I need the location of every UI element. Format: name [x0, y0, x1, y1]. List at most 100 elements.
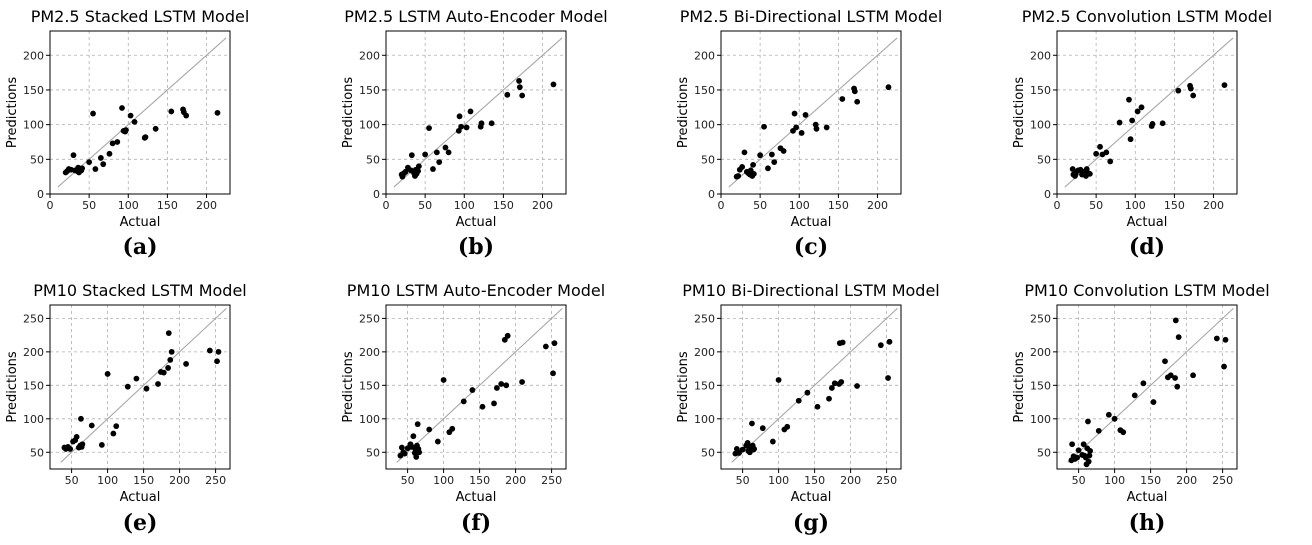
data-point [165, 365, 171, 371]
chart-title: PM2.5 Convolution LSTM Model [1022, 7, 1272, 26]
y-tick-label: 50 [1037, 446, 1051, 459]
data-point [828, 385, 835, 391]
x-axis-label: Actual [120, 490, 161, 505]
data-point [1131, 392, 1138, 399]
plot-frame [385, 304, 567, 470]
data-point [445, 149, 452, 156]
identity-line [396, 307, 563, 463]
data-point [131, 118, 138, 125]
data-point [519, 379, 525, 385]
panel-label: (e) [123, 510, 158, 536]
data-point [877, 342, 884, 349]
scatter-points [1069, 82, 1228, 179]
data-point [823, 124, 830, 131]
data-point [206, 347, 213, 354]
data-point [1172, 317, 1179, 324]
x-tick-label: 150 [804, 474, 825, 487]
data-point [1086, 170, 1093, 177]
data-point [1069, 441, 1076, 448]
data-point [1127, 136, 1134, 143]
scatter-points [397, 332, 558, 460]
y-tick-label: 50 [1037, 153, 1051, 166]
data-point [550, 370, 556, 377]
data-point [90, 110, 96, 117]
y-tick-label: 0 [373, 188, 380, 201]
identity-line [1064, 37, 1234, 188]
data-point [750, 161, 756, 168]
data-point [1120, 429, 1127, 436]
data-point [109, 140, 116, 147]
y-axis-label: Predictions [341, 77, 356, 149]
data-point [791, 110, 798, 117]
y-tick-label: 200 [694, 346, 715, 359]
data-point [885, 84, 892, 91]
x-tick-label: 200 [532, 199, 553, 212]
data-point [78, 415, 84, 422]
y-tick-label: 50 [701, 446, 715, 459]
data-point [1097, 143, 1103, 150]
data-point [839, 96, 846, 102]
identity-line [57, 37, 227, 188]
data-point [741, 149, 748, 156]
data-point [215, 348, 222, 355]
x-axis-label: Actual [791, 215, 832, 230]
data-point [114, 139, 121, 145]
data-point [854, 383, 860, 389]
data-point [516, 84, 523, 91]
x-axis-label: Actual [456, 215, 497, 230]
grid-lines [721, 305, 901, 469]
x-tick-label: 100 [97, 474, 118, 487]
y-tick-label: 0 [1044, 188, 1051, 201]
x-tick-label: 0 [718, 199, 725, 212]
chart-title: PM2.5 Stacked LSTM Model [31, 7, 250, 26]
chart-title: PM10 Bi-Directional LSTM Model [682, 281, 939, 300]
data-point [795, 397, 802, 404]
data-point [1111, 415, 1118, 422]
data-point [124, 383, 131, 390]
y-tick-label: 100 [694, 413, 715, 426]
data-point [854, 98, 861, 105]
y-tick-label: 250 [694, 312, 715, 325]
y-tick-label: 50 [30, 446, 44, 459]
identity-line [60, 307, 227, 463]
data-point [814, 403, 821, 410]
data-point [1213, 335, 1220, 342]
data-point [416, 449, 423, 456]
data-point [479, 403, 486, 410]
panel-label: (c) [794, 234, 828, 260]
data-point [886, 338, 893, 345]
panel-5: 50 100 150 200 250 50 100 150 200 250 PM10 Stacked… [5, 281, 247, 536]
data-point [123, 127, 129, 134]
x-tick-label: 0 [1054, 199, 1061, 212]
data-point [67, 446, 74, 452]
data-point [97, 155, 104, 161]
y-axis-label: Predictions [1012, 77, 1027, 149]
x-axis-label: Actual [456, 490, 497, 505]
y-tick-label: 50 [701, 153, 715, 166]
data-point [542, 343, 549, 350]
x-tick-label: 200 [840, 474, 861, 487]
data-point [1116, 119, 1123, 126]
data-point [839, 339, 846, 346]
x-tick-label: 100 [1104, 474, 1125, 487]
data-point [1085, 418, 1091, 425]
y-tick-label: 0 [708, 188, 715, 201]
y-tick-label: 100 [694, 119, 715, 132]
y-tick-label: 200 [23, 49, 44, 62]
y-tick-label: 150 [23, 84, 44, 97]
x-tick-label: 100 [1125, 199, 1146, 212]
data-point [142, 134, 149, 141]
x-tick-label: 250 [876, 474, 897, 487]
x-axis-label: Actual [120, 215, 161, 230]
data-point [885, 375, 891, 381]
data-point [503, 382, 510, 389]
data-point [167, 356, 174, 363]
y-tick-label: 150 [1030, 84, 1051, 97]
plot-frame [49, 30, 231, 195]
data-point [751, 446, 758, 452]
data-point [761, 123, 767, 130]
chart-title: PM2.5 Bi-Directional LSTM Model [680, 7, 943, 26]
panel-label: (b) [458, 234, 494, 260]
data-point [1129, 117, 1136, 124]
